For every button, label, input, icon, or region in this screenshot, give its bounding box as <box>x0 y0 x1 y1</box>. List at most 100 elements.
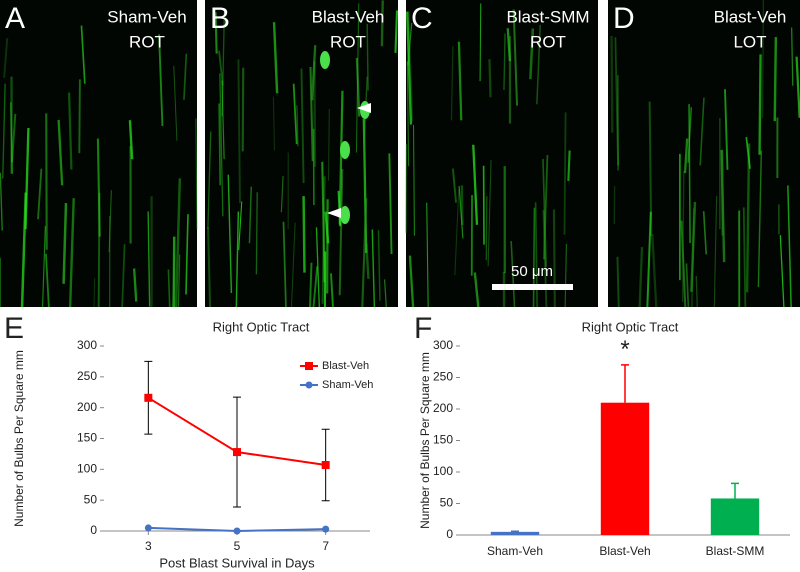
fiber <box>488 59 492 98</box>
fiber <box>720 149 724 236</box>
fiber <box>614 37 620 171</box>
fiber <box>450 46 454 121</box>
x-tick-label: Sham-Veh <box>487 544 543 558</box>
y-tick-label: 0 <box>90 523 97 537</box>
fiber <box>510 240 516 308</box>
fiber <box>702 211 708 255</box>
fiber <box>472 144 479 225</box>
fiber <box>616 256 620 308</box>
fiber <box>646 211 652 308</box>
panel-letter: B <box>210 2 230 35</box>
fiber <box>758 54 762 155</box>
fiber <box>78 79 81 154</box>
fiber <box>321 161 326 283</box>
legend-label: Sham-Veh <box>322 379 373 391</box>
fiber <box>542 158 547 267</box>
fiber <box>237 59 241 204</box>
panel-letter: D <box>613 2 635 35</box>
fiber <box>10 113 17 163</box>
fiber-texture <box>207 0 399 308</box>
y-axis-label: Number of Bulbs Per Square mm <box>12 350 26 527</box>
fiber <box>207 227 212 308</box>
fiber <box>779 235 785 308</box>
y-tick-label: 50 <box>84 492 98 506</box>
x-tick-label: Blast-Veh <box>599 544 650 558</box>
fiber <box>563 112 567 235</box>
fiber-texture <box>610 0 800 308</box>
panel-label: ROT <box>330 32 366 51</box>
fiber <box>473 272 480 308</box>
fiber <box>791 27 794 86</box>
bar <box>490 531 540 535</box>
fiber <box>380 0 384 47</box>
fiber <box>457 41 463 121</box>
fiber <box>687 107 693 163</box>
panel-letter: A <box>5 2 25 35</box>
x-tick-label: 3 <box>145 539 152 553</box>
fiber <box>680 220 687 308</box>
fiber <box>93 278 96 308</box>
fiber <box>227 174 233 294</box>
fiber <box>681 171 685 302</box>
y-tick-label: 250 <box>433 370 453 384</box>
fiber <box>412 124 415 236</box>
fiber <box>408 255 415 308</box>
fiber <box>458 185 464 239</box>
fiber <box>361 198 368 308</box>
bulb <box>340 206 350 224</box>
fiber <box>290 222 296 308</box>
panel-label: Sham-Veh <box>107 7 186 26</box>
point <box>233 448 241 457</box>
fiber <box>552 209 556 308</box>
y-tick-label: 250 <box>77 369 97 383</box>
fiber <box>185 214 189 295</box>
fiber <box>241 67 245 152</box>
fiber <box>132 268 138 302</box>
fiber <box>451 168 458 203</box>
fiber <box>272 96 275 151</box>
panel-label: ROT <box>129 32 165 51</box>
fiber <box>302 196 306 273</box>
fiber <box>312 266 319 308</box>
y-tick-label: 100 <box>433 464 453 478</box>
fiber <box>280 175 284 213</box>
fiber <box>68 198 75 308</box>
panel-label: Blast-Veh <box>714 7 787 26</box>
fiber <box>651 234 658 308</box>
y-tick-label: 150 <box>433 433 453 447</box>
fiber <box>272 22 279 94</box>
fiber <box>487 160 492 267</box>
fiber <box>503 33 506 91</box>
point <box>322 525 330 533</box>
fiber <box>532 207 536 308</box>
fiber <box>195 118 198 230</box>
fiber <box>2 83 6 179</box>
error-bar <box>511 530 519 532</box>
fiber <box>20 192 28 308</box>
point <box>144 524 152 532</box>
fiber <box>218 50 224 86</box>
fiber <box>638 246 644 308</box>
fiber <box>313 61 317 167</box>
x-tick-label: 5 <box>234 539 241 553</box>
fiber <box>610 35 614 133</box>
fiber <box>62 203 68 284</box>
fiber <box>388 153 393 255</box>
fiber <box>690 201 697 292</box>
fiber <box>214 12 218 54</box>
fiber <box>173 65 178 141</box>
fiber-texture <box>0 25 198 308</box>
panel-label: LOT <box>733 32 766 51</box>
point <box>321 461 330 470</box>
fiber <box>3 37 9 78</box>
fiber <box>685 263 690 308</box>
fiber <box>724 89 729 170</box>
fiber <box>485 196 488 261</box>
fiber <box>57 119 64 186</box>
fiber <box>479 3 482 82</box>
bulb <box>320 51 330 69</box>
point <box>144 393 153 402</box>
y-tick-label: 0 <box>446 527 453 541</box>
fiber <box>394 10 399 53</box>
x-tick-label: 7 <box>322 539 329 553</box>
